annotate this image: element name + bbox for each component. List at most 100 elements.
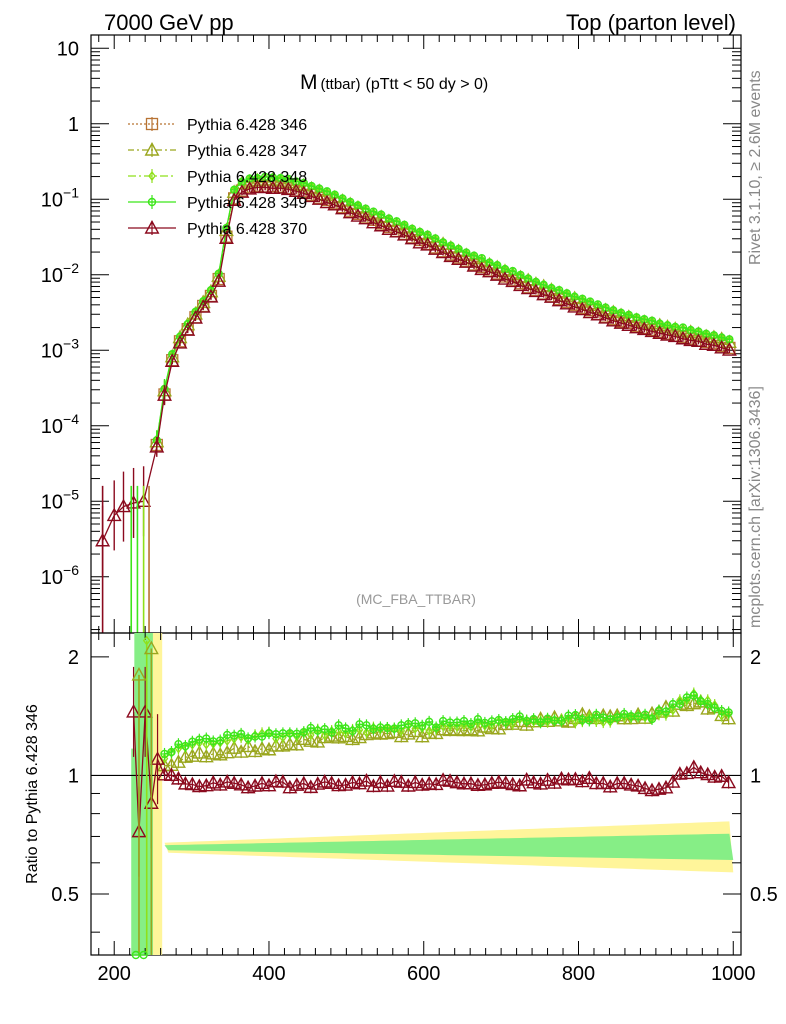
ratio-point [662, 709, 670, 720]
ratio-point [379, 778, 395, 792]
analysis-watermark: (MC_FBA_TTBAR) [356, 591, 476, 607]
ratio-point [177, 775, 193, 790]
x-tick-label: 800 [562, 963, 595, 985]
ratio-point [275, 774, 291, 788]
uncertainty-band-green [164, 833, 734, 861]
ratio-point [703, 699, 712, 709]
y-tick-label-exp: −5 [63, 486, 79, 502]
data-point [203, 288, 219, 303]
chart-title-main: M [300, 71, 318, 94]
ratio-point [449, 774, 465, 789]
ratio-point [612, 713, 622, 722]
data-point [605, 312, 621, 327]
ratio-point [529, 714, 538, 724]
data-point [543, 289, 559, 303]
y-tick-label-exp: −3 [63, 335, 79, 351]
ratio-point [386, 773, 402, 788]
ratio-point [282, 736, 298, 751]
y-tick-label-main: 10−3 [41, 335, 79, 362]
data-point [280, 181, 296, 196]
y-tick-label-main: 1 [68, 114, 79, 136]
ratio-point [435, 772, 451, 786]
y-tick-label-base: 10 [41, 189, 63, 211]
ratio-low-mass-point [131, 950, 141, 960]
data-point [482, 263, 497, 278]
ratio-point [533, 775, 549, 790]
ratio-point [310, 733, 326, 748]
data-point [675, 330, 691, 345]
data-point [590, 306, 606, 321]
ratio-point [710, 703, 719, 713]
data-point [404, 230, 420, 245]
ratio-point [515, 712, 524, 721]
low-mass-band-green-2 [131, 748, 139, 955]
ratio-point [693, 764, 709, 779]
data-point [567, 298, 583, 313]
ratio-point [306, 723, 315, 733]
data-point [342, 204, 358, 219]
x-tick-label: 400 [252, 963, 285, 985]
ratio-point [724, 708, 733, 717]
ratio-point [198, 777, 214, 792]
ratio-point [293, 731, 301, 742]
ratio-point [418, 722, 427, 733]
data-point [358, 210, 374, 225]
legend-entry: Pythia 6.428 347 [128, 142, 307, 160]
ratio-point [358, 773, 374, 787]
ratio-point [209, 738, 218, 749]
y-tick-label-ratio-left: 1 [68, 765, 79, 787]
process-label: 7000 GeV pp [104, 10, 234, 35]
y-tick-label-base: 10 [41, 491, 63, 513]
data-point [512, 277, 528, 292]
ratio-point [439, 721, 447, 732]
data-point [505, 273, 521, 288]
y-tick-label-ratio-left: 2 [68, 647, 79, 669]
ratio-point [254, 775, 270, 790]
ratio-point [386, 724, 402, 739]
ratio-point [226, 775, 242, 789]
data-point [698, 336, 714, 350]
ratio-point [463, 775, 479, 790]
ratio-point [202, 734, 211, 743]
data-point [420, 237, 436, 251]
ratio-y-axis-label: Ratio to Pythia 6.428 346 [24, 704, 41, 884]
legend-entry: Pythia 6.428 370 [128, 220, 307, 238]
ratio-point [170, 770, 186, 785]
data-point [164, 353, 180, 367]
chart-title: M (ttbar) (pTtt < 50 dy > 0) [300, 71, 488, 94]
ratio-point [390, 724, 399, 733]
ratio-point [202, 739, 211, 750]
ratio-point [157, 766, 172, 781]
data-point [412, 234, 428, 249]
ratio-low-mass-point [143, 640, 159, 655]
main-panel: M (ttbar) (pTtt < 50 dy > 0) (MC_FBA_TTBAR)… [41, 34, 742, 634]
x-tick-label: 1000 [711, 963, 756, 985]
ratio-point [547, 775, 562, 789]
ratio-point [449, 721, 465, 736]
data-point [489, 267, 505, 281]
series-main-1 [149, 171, 737, 452]
data-point [435, 244, 451, 259]
ratio-point [567, 771, 583, 786]
ratio-point [442, 773, 458, 787]
x-tick-label: 600 [407, 963, 440, 985]
data-point [249, 179, 265, 194]
data-point [257, 179, 273, 194]
ratio-point [700, 766, 716, 781]
x-tick-label: 200 [98, 963, 131, 985]
ratio-point [257, 732, 267, 741]
data-point [149, 438, 165, 453]
ratio-point [355, 724, 364, 735]
ratio-point [630, 777, 646, 792]
data-point [106, 507, 122, 522]
data-point [365, 214, 381, 229]
data-point [211, 273, 227, 287]
legend-entry: Pythia 6.428 348 [128, 169, 307, 186]
chart-title-sub: (ttbar) [321, 76, 361, 93]
data-point [613, 315, 629, 329]
y-tick-label-base: 1 [68, 114, 79, 136]
data-point [551, 292, 567, 307]
ratio-point [602, 778, 618, 793]
ratio-point [505, 776, 521, 791]
data-point [187, 310, 203, 324]
